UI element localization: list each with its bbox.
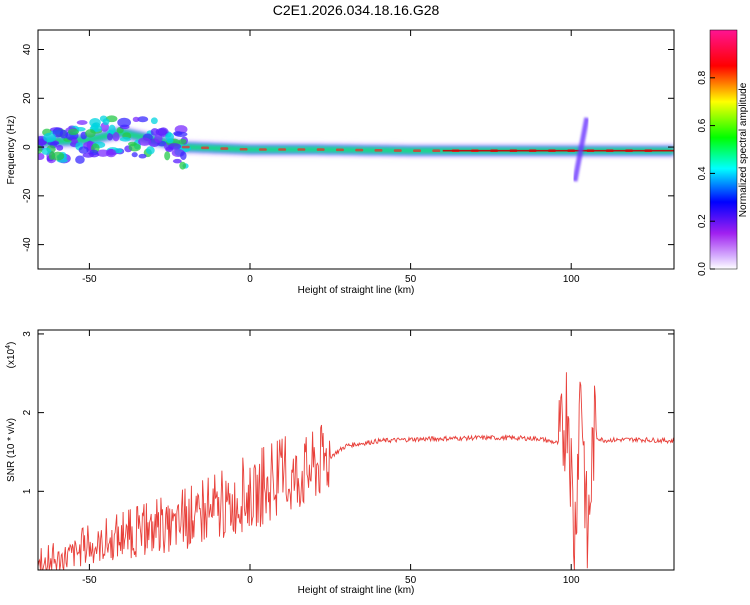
spectrogram-blob	[164, 151, 171, 161]
spectrogram-ytick-label: -40	[22, 237, 33, 252]
spectrogram-peak	[258, 148, 267, 151]
colorbar-label: Normalized spectral amplitude	[738, 82, 749, 217]
spectrogram-blob	[132, 116, 140, 123]
spectrogram-blob	[71, 138, 78, 144]
snr-xtick-label: 100	[563, 575, 580, 586]
colorbar-tick-label: 0.4	[697, 166, 708, 180]
colorbar-ticks: 0.0 0.2 0.4 0.6 0.8	[697, 70, 715, 276]
snr-panel: -50 0 50 100 1 2 3 Height of straight line (km…	[5, 329, 675, 596]
snr-xlabel: Height of straight line (km)	[298, 585, 415, 596]
spectrogram-blob	[105, 149, 117, 158]
spectrogram-blob	[165, 146, 174, 153]
spectrogram-peak	[432, 149, 441, 153]
spectrogram-blob	[174, 131, 188, 137]
spectrogram-ytick-label: 0	[22, 144, 33, 150]
spectrogram-peak	[374, 149, 383, 152]
spectrogram-blob	[180, 151, 187, 161]
spectrogram-xtick-label: 50	[405, 274, 417, 285]
spectrogram-blob	[67, 128, 80, 136]
spectrogram-blob	[155, 128, 168, 136]
spectrogram-blob	[51, 151, 65, 161]
chart-title: C2E1.2026.034.18.16.G28	[273, 2, 440, 18]
spectrogram-ticks: -50 0 50 100 -40 -20 0 20 40	[22, 30, 674, 285]
svg-text:(x104): (x104)	[5, 342, 17, 369]
spectrogram-blob	[38, 153, 45, 161]
spectrogram-peak	[278, 148, 287, 151]
spectrogram-xtick-label: 0	[247, 274, 253, 285]
snr-exponent-label: (x104)	[5, 342, 17, 369]
spectrogram-blob	[90, 122, 99, 132]
spectrogram-blob	[117, 117, 131, 128]
spectrogram-panel: -50 0 50 100 -40 -20 0 20 40 Height of straight …	[6, 29, 675, 296]
snr-frame	[37, 329, 675, 571]
spectrogram-blob	[128, 143, 141, 152]
spectrogram-blob	[172, 158, 182, 164]
snr-xtick-label: -50	[82, 575, 97, 586]
spectrogram-blob	[154, 134, 163, 143]
snr-ylabel: SNR (10 * v/v)	[6, 418, 17, 482]
spectrogram-blob	[43, 132, 56, 143]
spectrogram-peak	[201, 146, 210, 150]
spectrogram-peak	[239, 147, 248, 151]
colorbar-tick-label: 0.0	[697, 262, 708, 276]
snr-ticks: -50 0 50 100 1 2 3	[22, 330, 674, 586]
spectrogram-blob	[76, 120, 88, 126]
snr-xtick-label: 50	[405, 575, 417, 586]
spectrogram-blob	[108, 124, 116, 135]
spectrogram-blob	[150, 117, 158, 125]
spectrogram-blob	[41, 147, 52, 155]
spectrogram-peak	[181, 145, 190, 149]
spectrogram-peak	[413, 149, 422, 153]
spectrogram-blob	[138, 153, 147, 159]
spectrogram-blob	[131, 152, 138, 158]
spectrogram-peak	[335, 148, 344, 152]
colorbar-tick-label: 0.2	[697, 214, 708, 228]
spectrogram-blob	[75, 155, 85, 164]
snr-ytick-label: 3	[22, 331, 33, 337]
snr-ytick-label: 2	[22, 409, 33, 415]
spectrogram-peak	[316, 148, 325, 151]
colorbar-gradient	[709, 29, 738, 270]
spectrogram-ytick-label: 20	[22, 92, 33, 104]
spectrogram-blob	[165, 132, 175, 141]
spectrogram-blob	[112, 132, 120, 142]
spectrogram-blob	[78, 146, 89, 154]
spectrogram-blob	[82, 152, 94, 158]
spectrogram-blob	[106, 132, 113, 141]
snr-ytick-label: 1	[22, 488, 33, 494]
spectrogram-xtick-label: 100	[563, 274, 580, 285]
spectrogram-peak	[297, 148, 306, 151]
colorbar-tick-label: 0.6	[697, 118, 708, 132]
spectrogram-blob	[179, 161, 187, 170]
spectrogram-ytick-label: 40	[22, 44, 33, 56]
spectrogram-xtick-label: -50	[82, 274, 97, 285]
spectrogram-blob	[85, 129, 96, 138]
snr-xtick-label: 0	[247, 575, 253, 586]
spectrogram-blob	[102, 118, 110, 126]
ridge-core-band	[38, 130, 674, 153]
spectrogram-disturbance	[572, 117, 590, 182]
spectrogram-blob	[145, 146, 155, 155]
spectrogram-peak	[393, 149, 402, 152]
spectrogram-blob	[138, 137, 152, 146]
spectrogram-frame	[37, 29, 675, 270]
spectrogram-xlabel: Height of straight line (km)	[298, 285, 415, 296]
colorbar-tick-label: 0.8	[697, 70, 708, 84]
spectrogram-ytick-label: -20	[22, 188, 33, 203]
spectrogram-blob	[119, 137, 131, 142]
spectrogram-ridge	[38, 115, 674, 182]
spectrogram-peak	[220, 147, 229, 150]
spectrogram-blob	[56, 144, 64, 151]
spectrogram-peak	[355, 148, 364, 152]
snr-series-line	[38, 372, 674, 570]
colorbar: 0.0 0.2 0.4 0.6 0.8 Normalized spectral ampl…	[697, 29, 749, 276]
spectrogram-blob	[59, 129, 69, 139]
spectrogram-blob	[178, 138, 187, 145]
spectrogram-blob	[137, 116, 149, 123]
spectrogram-ylabel: Frequency (Hz)	[6, 116, 17, 185]
